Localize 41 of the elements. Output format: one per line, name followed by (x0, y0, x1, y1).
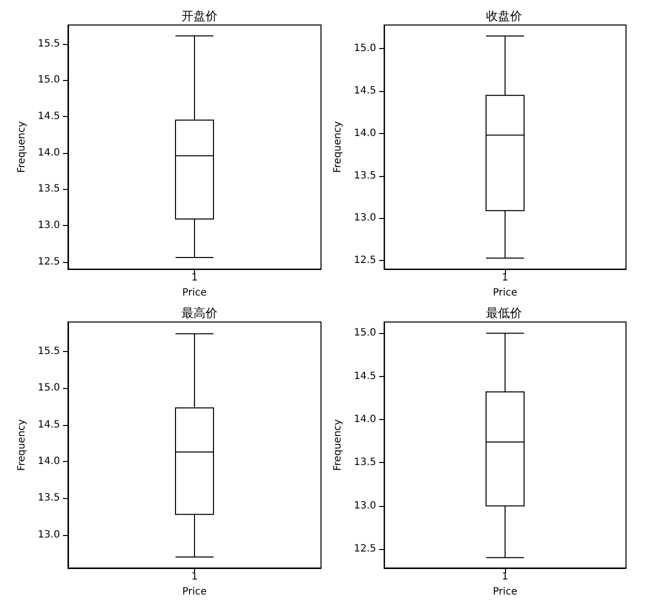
y-axis-title: Frequency (332, 419, 344, 471)
y-tick-label: 14.0 (354, 414, 376, 426)
y-axis-title: Frequency (16, 419, 28, 471)
y-tick-label: 13.0 (354, 212, 376, 224)
y-tick-label: 13.0 (38, 529, 60, 540)
y-tick-label: 15.0 (38, 382, 60, 394)
y-tick-label: 13.5 (354, 457, 376, 468)
x-axis-title: Price (182, 288, 207, 298)
y-tick-label: 13.5 (38, 184, 60, 195)
y-tick-label: 13.0 (38, 220, 60, 232)
y-axis-title: Frequency (16, 121, 28, 173)
x-axis-title: Price (182, 586, 207, 598)
y-tick-label: 15.5 (38, 346, 60, 357)
y-tick-label: 12.5 (354, 544, 376, 555)
y-tick-label: 14.0 (38, 456, 60, 468)
y-axis-title: Frequency (332, 121, 344, 173)
y-tick-label: 15.0 (38, 74, 60, 86)
y-tick-label: 14.5 (354, 370, 376, 382)
y-tick-label: 12.5 (38, 256, 60, 268)
x-tick-label: 1 (191, 572, 198, 582)
x-tick-label: 1 (502, 272, 508, 284)
y-tick-label: 13.5 (38, 492, 60, 504)
y-tick-label: 15.5 (38, 38, 60, 50)
chart-title: 开盘价 (182, 9, 218, 23)
y-tick-label: 12.5 (354, 255, 376, 266)
x-axis-title: Price (492, 586, 518, 598)
y-tick-label: 14.0 (354, 128, 376, 139)
y-tick-label: 14.5 (38, 111, 60, 122)
y-tick-label: 13.0 (354, 500, 376, 512)
y-tick-label: 14.0 (38, 147, 60, 158)
y-tick-label: 13.5 (354, 170, 376, 182)
chart-title: 收盘价 (486, 9, 522, 23)
x-tick-label: 1 (191, 272, 198, 284)
chart-title: 最高价 (182, 306, 218, 320)
x-tick-label: 1 (502, 572, 508, 582)
x-axis-title: Price (492, 288, 518, 298)
y-tick-label: 15.0 (354, 328, 376, 339)
chart-title: 最低价 (486, 306, 522, 320)
y-tick-label: 14.5 (38, 419, 60, 430)
y-tick-label: 14.5 (354, 86, 376, 97)
y-tick-label: 15.0 (354, 43, 376, 54)
